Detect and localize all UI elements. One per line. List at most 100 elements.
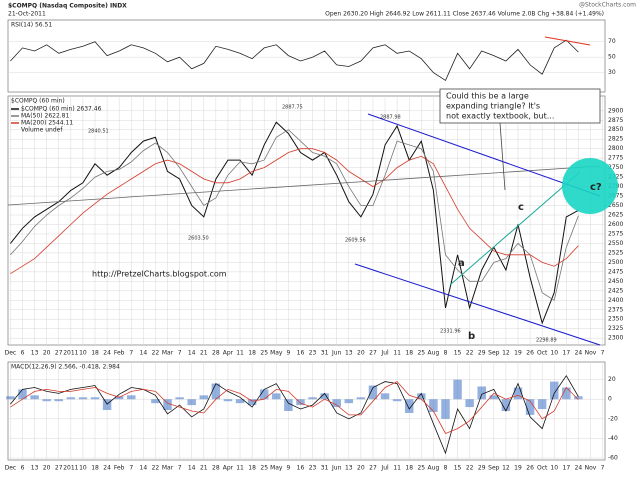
x-tick-label: 14: [188, 465, 196, 472]
x-tick-label: 10: [550, 350, 558, 357]
x-tick-label: 31: [321, 350, 329, 357]
y-tick-label: 2575: [608, 230, 623, 237]
y-tick-label: 20: [608, 376, 616, 383]
histogram-bar: [489, 395, 499, 400]
histogram-bar: [344, 399, 354, 404]
x-tick-label: 18: [91, 350, 99, 357]
histogram-bar: [54, 399, 63, 402]
histogram-bar: [380, 393, 390, 400]
x-tick-label: 11: [393, 350, 401, 357]
triangle-upper: [367, 113, 601, 197]
histogram-bar: [127, 395, 136, 400]
x-tick-label: 9: [286, 350, 290, 357]
y-tick-label: 2875: [608, 117, 623, 124]
x-tick-label: 7: [178, 465, 182, 472]
histogram-bar: [453, 379, 462, 400]
source: @StockCharts.com: [579, 2, 636, 9]
panel-title: MACD(12,26,9) 2.566, -0.418, 2.984: [11, 364, 120, 371]
x-tick-label: 24: [103, 465, 111, 472]
histogram-bar: [6, 396, 15, 400]
series-line: [10, 121, 579, 325]
x-tick-label: 13: [345, 350, 353, 357]
y-tick-label: 2300: [608, 335, 623, 342]
point-label: 2603.50: [188, 236, 209, 242]
x-tick-label: Nov: [585, 465, 597, 472]
x-tick-label: Apr: [223, 350, 234, 357]
wave-label: c?: [590, 182, 602, 193]
x-tick-label: Aug: [428, 465, 440, 472]
x-tick-label: Jun: [331, 350, 342, 357]
y-tick-label: 2350: [608, 316, 623, 323]
wave-label: b: [468, 331, 475, 342]
x-tick-label: 18: [248, 350, 256, 357]
x-tick-label: 22: [466, 465, 474, 472]
legend-entry: $COMPQ (60 min) 2637.46: [21, 106, 102, 113]
legend-note: Volume undef: [21, 127, 63, 134]
histogram-bar: [537, 399, 547, 410]
wave-line: [449, 171, 581, 286]
y-tick-label: 2500: [608, 259, 623, 266]
x-tick-label: 25: [417, 465, 425, 472]
histogram-bar: [501, 399, 511, 411]
x-tick-label: 24: [575, 465, 583, 472]
x-tick-label: 27: [369, 465, 377, 472]
x-tick-label: 27: [55, 350, 63, 357]
x-tick-label: 15: [454, 465, 462, 472]
histogram-bar: [417, 393, 426, 400]
x-tick-label: Oct: [537, 465, 548, 472]
legend-entry: MA(50) 2622.81: [21, 113, 69, 120]
y-tick-label: 2600: [608, 221, 623, 228]
point-label: 2840.51: [88, 129, 109, 135]
symbol: $COMPQ (Nasdaq Composite) INDX: [8, 3, 127, 10]
x-tick-label: Oct: [537, 350, 548, 357]
y-tick-label: 2475: [608, 268, 623, 275]
x-tick-label: 21: [200, 350, 208, 357]
triangle-lower: [354, 263, 601, 346]
x-tick-label: Jul: [380, 350, 389, 357]
x-tick-label: 7: [601, 465, 605, 472]
histogram-bar: [18, 389, 27, 400]
x-tick-label: 10: [79, 465, 87, 472]
callout-text: not exactly textbook, but...: [446, 112, 554, 121]
x-tick-label: 11: [236, 350, 244, 357]
x-tick-label: 15: [454, 350, 462, 357]
histogram-bar: [404, 399, 414, 413]
point-label: 2887.75: [282, 105, 303, 111]
x-tick-label: 29: [478, 350, 486, 357]
histogram-bar: [296, 399, 305, 406]
y-tick-label: 2650: [608, 202, 623, 209]
x-tick-label: 26: [526, 350, 534, 357]
series-line: [10, 374, 579, 455]
x-tick-label: 20: [43, 350, 51, 357]
x-tick-label: 10: [79, 350, 87, 357]
x-tick-label: Aug: [428, 350, 440, 357]
x-tick-label: 25: [260, 465, 268, 472]
x-tick-label: Feb: [114, 465, 125, 472]
x-tick-label: Jul: [380, 465, 389, 472]
callout-text: Could this be a large: [446, 92, 529, 101]
x-tick-label: 23: [309, 465, 317, 472]
x-tick-label: Nov: [585, 350, 597, 357]
histogram-bar: [441, 399, 450, 419]
x-tick-label: 11: [393, 465, 401, 472]
point-label: 2298.89: [536, 338, 557, 344]
x-tick-label: 20: [43, 465, 51, 472]
date: 21-Oct-2011: [8, 11, 46, 18]
x-tick-label: 10: [550, 465, 558, 472]
y-tick-label: -60: [608, 455, 618, 462]
x-tick-label: Sep: [488, 350, 500, 357]
url-text: http://PretzelCharts.blogspot.com: [92, 270, 227, 279]
histogram-bar: [175, 397, 184, 400]
x-tick-label: 20: [357, 465, 365, 472]
x-tick-label: 8: [444, 465, 448, 472]
x-tick-label: Dec: [5, 350, 17, 357]
histogram-bar: [199, 395, 209, 400]
x-tick-label: 2011: [63, 350, 78, 357]
x-tick-label: Jun: [331, 465, 342, 472]
histogram-bar: [114, 396, 124, 400]
histogram-bar: [235, 399, 245, 404]
x-tick-label: 16: [297, 350, 305, 357]
